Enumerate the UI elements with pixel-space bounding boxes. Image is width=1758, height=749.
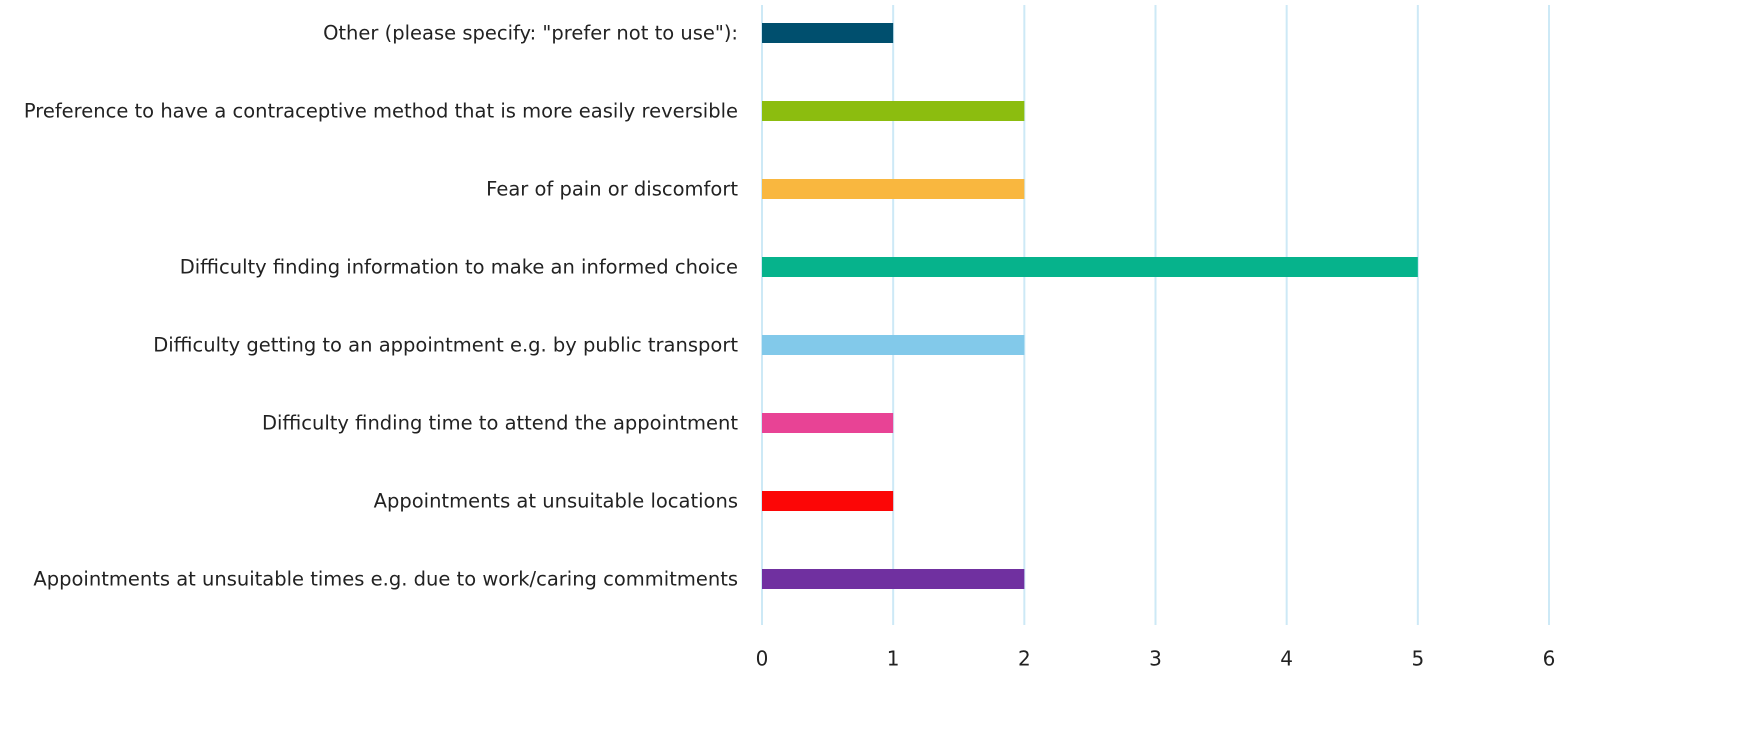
bar (762, 179, 1025, 199)
bar (762, 569, 1025, 589)
bar (762, 101, 1025, 121)
y-tick-label: Appointments at unsuitable times e.g. du… (33, 567, 738, 591)
y-tick-label: Difficulty getting to an appointment e.g… (153, 333, 738, 357)
y-tick-label: Other (please specify: "prefer not to us… (323, 21, 738, 45)
x-tick-label: 6 (1543, 647, 1556, 671)
x-tick-label: 0 (756, 647, 769, 671)
x-tick-label: 4 (1280, 647, 1293, 671)
bar (762, 491, 894, 511)
y-tick-label: Difficulty finding time to attend the ap… (262, 411, 738, 435)
x-tick-label: 3 (1149, 647, 1162, 671)
y-tick-label: Fear of pain or discomfort (486, 177, 738, 201)
x-tick-label: 5 (1411, 647, 1424, 671)
x-tick-label: 1 (887, 647, 900, 671)
y-tick-label: Difficulty finding information to make a… (179, 255, 738, 279)
bar (762, 413, 894, 433)
bar (762, 23, 894, 43)
y-tick-label: Preference to have a contraceptive metho… (23, 99, 738, 123)
bar (762, 335, 1025, 355)
x-tick-label: 2 (1018, 647, 1031, 671)
bar (762, 257, 1418, 277)
y-tick-label: Appointments at unsuitable locations (373, 489, 738, 513)
